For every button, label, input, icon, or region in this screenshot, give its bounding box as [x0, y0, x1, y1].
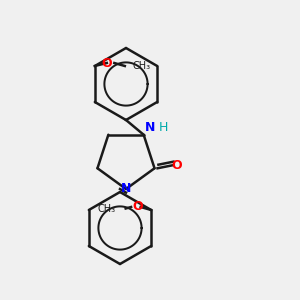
Text: O: O: [172, 159, 182, 172]
Text: H: H: [159, 121, 168, 134]
Text: CH₃: CH₃: [97, 203, 115, 214]
Text: CH₃: CH₃: [132, 61, 150, 71]
Text: N: N: [145, 121, 155, 134]
Text: O: O: [101, 56, 112, 70]
Text: N: N: [121, 182, 131, 196]
Text: O: O: [132, 200, 143, 214]
